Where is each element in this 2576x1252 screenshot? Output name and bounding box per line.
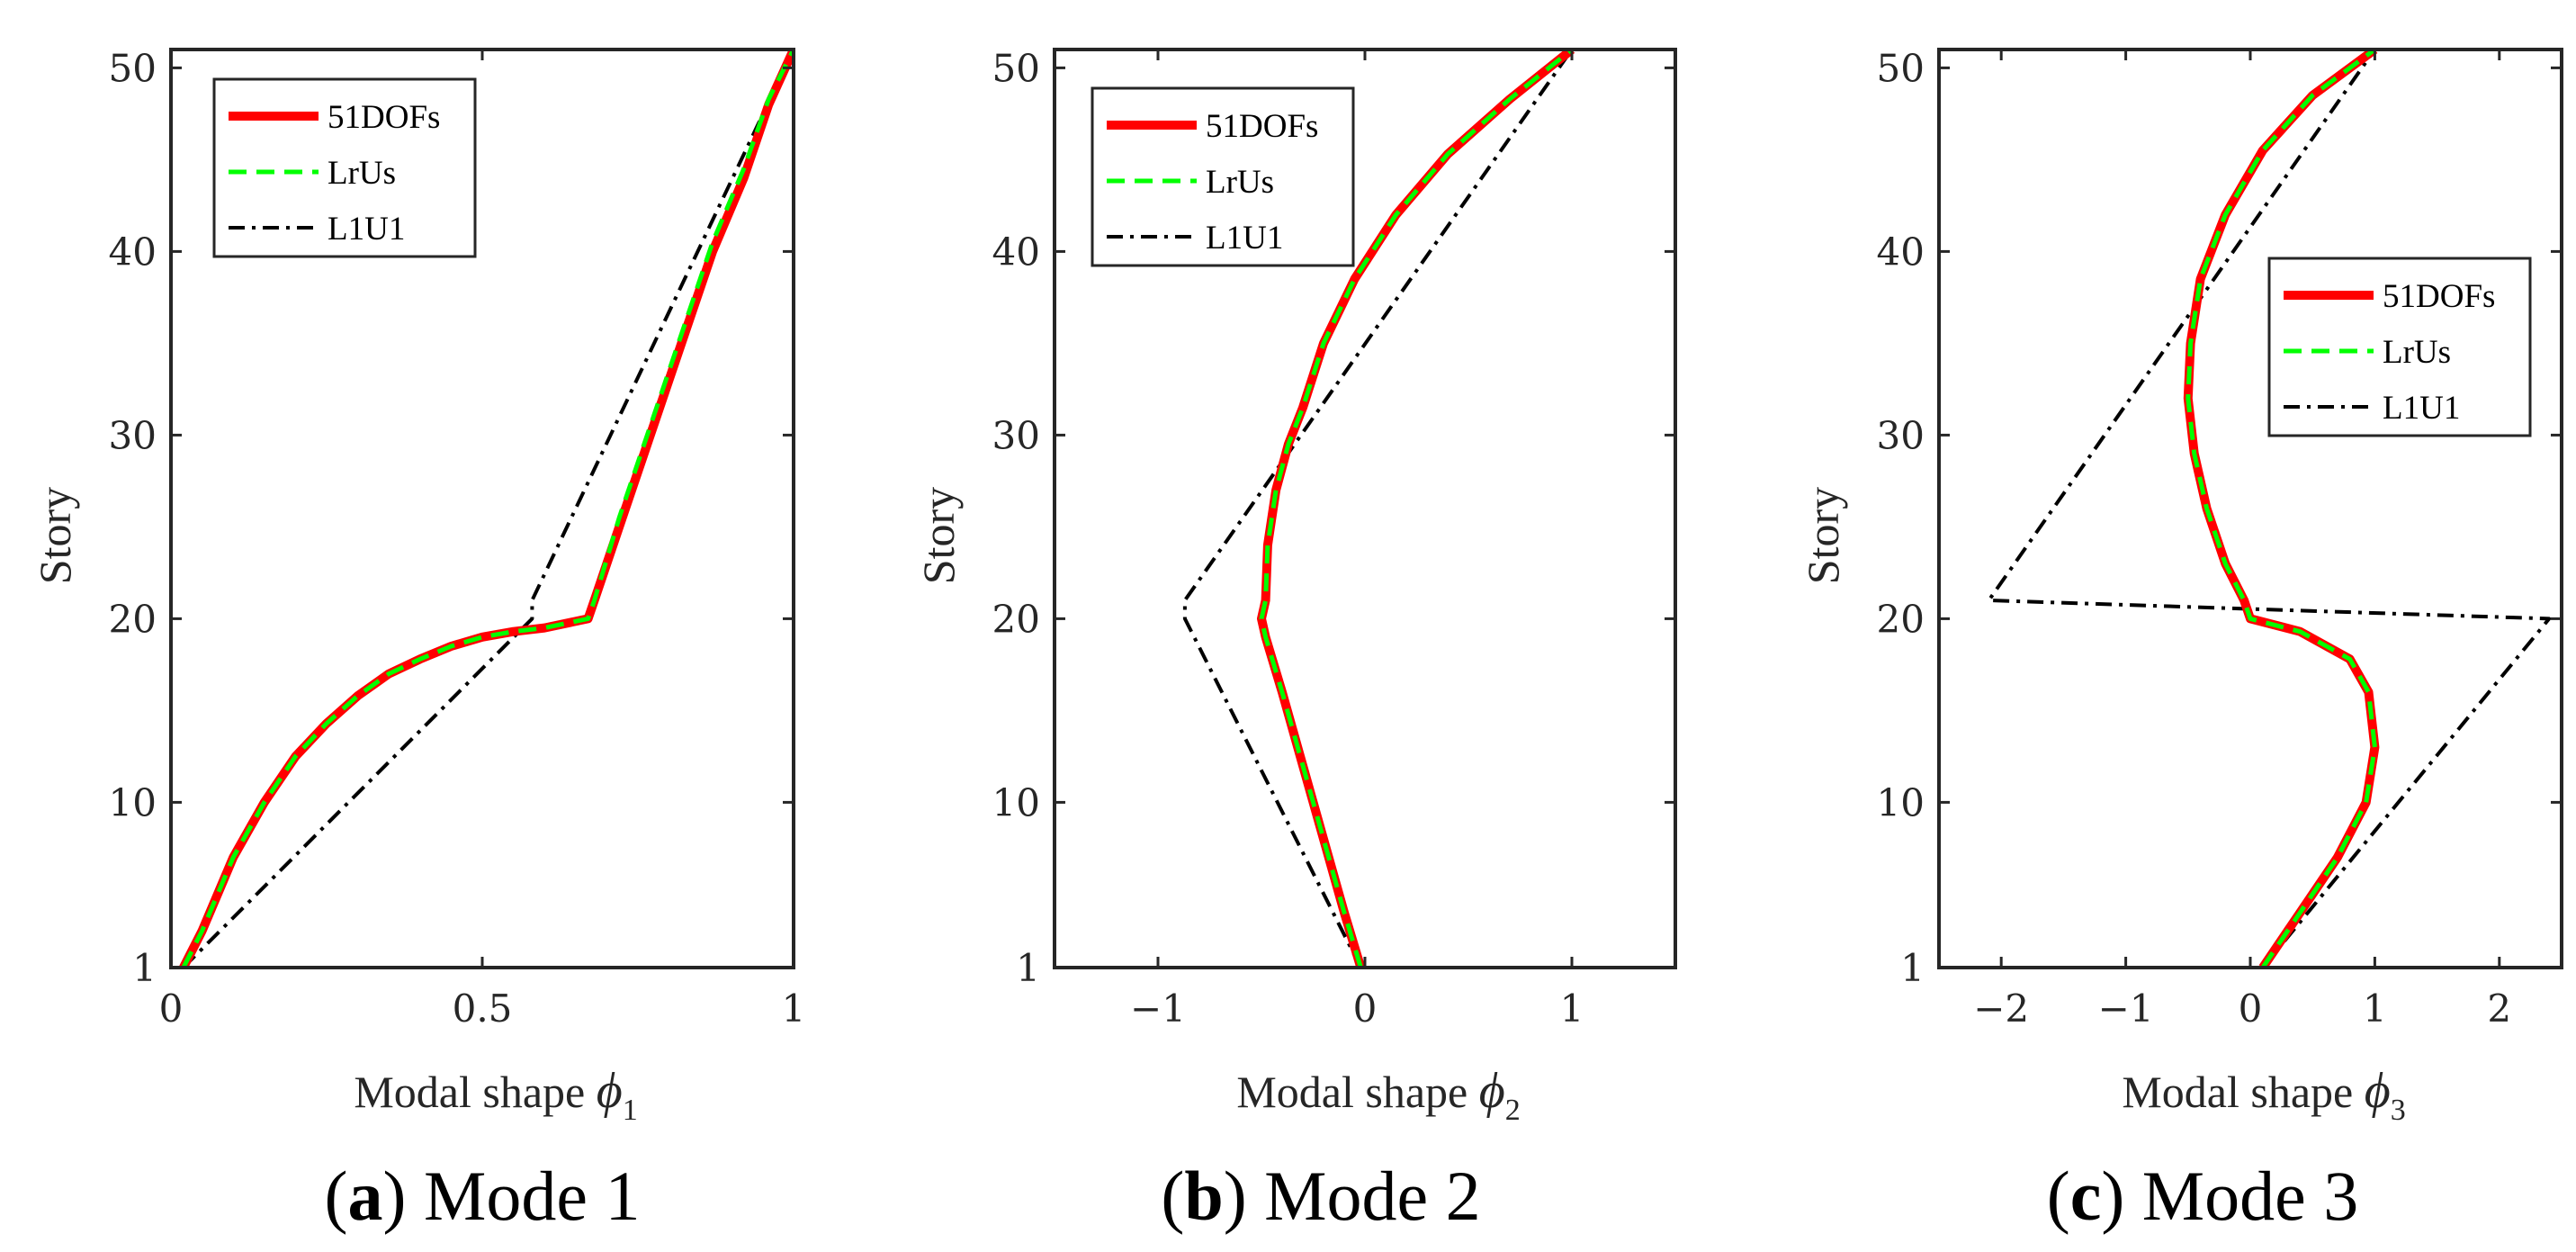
y-tick-label: 20 [992, 597, 1040, 641]
legend: 51DOFs LrUs L1U1 [2267, 257, 2532, 437]
y-tick-label: 40 [1877, 230, 1925, 274]
legend-label-lrus: LrUs [2383, 334, 2451, 371]
legend-box [212, 77, 477, 258]
legend-label-l1u1: L1U1 [1206, 220, 1283, 257]
legend: 51DOFs LrUs L1U1 [1091, 86, 1355, 267]
subfigure-caption: (a) Mode 1 [325, 1157, 641, 1235]
y-axis-label: Story [30, 487, 80, 584]
series-line-lrus [181, 50, 794, 968]
y-tick-label: 1 [1016, 946, 1040, 990]
x-axis-label: Modal shape ϕ2 [1236, 1063, 1520, 1127]
legend-label-lrus: LrUs [1206, 164, 1274, 201]
axes-box [1937, 48, 2563, 969]
x-tick-label: 1 [2363, 986, 2387, 1031]
y-tick-label: 50 [992, 46, 1040, 90]
series-line-l1u1 [1182, 50, 1574, 968]
y-tick-label: 30 [109, 413, 157, 457]
y-tick-label: 40 [109, 230, 157, 274]
x-tick-label: −1 [1130, 986, 1186, 1031]
y-tick-label: 10 [992, 780, 1040, 824]
subplot-b: −1 0 1 1 10 20 30 40 50 Story Modal shape ϕ2 51DOFs… [913, 46, 1677, 1235]
y-tick-label: 10 [109, 780, 157, 824]
x-tick-label: 0 [2239, 986, 2263, 1031]
legend-label-lrus: LrUs [328, 155, 396, 192]
x-tick-label: −1 [2098, 986, 2154, 1031]
y-tick-label: 30 [992, 413, 1040, 457]
x-tick-label: 0 [1353, 986, 1378, 1031]
legend-box [1091, 86, 1355, 267]
y-tick-label: 20 [109, 597, 157, 641]
y-tick-label: 40 [992, 230, 1040, 274]
subfigure-caption: (b) Mode 2 [1161, 1157, 1480, 1235]
x-axis-label: Modal shape ϕ1 [354, 1063, 637, 1127]
subplot-c: −2 −1 0 1 2 1 10 20 30 40 50 Story Modal shape ϕ3 51D… [1798, 46, 2563, 1235]
x-tick-label: 0 [159, 986, 184, 1031]
y-tick-label: 10 [1877, 780, 1925, 824]
series-line-l1u1 [182, 50, 794, 968]
subfigure-caption: (c) Mode 3 [2047, 1157, 2359, 1235]
series-line-lrus [1259, 50, 1574, 968]
legend-label-51dofs: 51DOFs [2383, 278, 2495, 315]
x-axis-label: Modal shape ϕ3 [2122, 1063, 2405, 1127]
y-tick-label: 30 [1877, 413, 1925, 457]
y-tick-label: 50 [1877, 46, 1925, 90]
y-axis-label: Story [913, 487, 964, 584]
y-tick-label: 20 [1877, 597, 1925, 641]
x-tick-label: 2 [2487, 986, 2511, 1031]
legend-label-51dofs: 51DOFs [328, 99, 440, 136]
x-tick-label: 0.5 [453, 986, 513, 1031]
y-tick-label: 1 [1900, 946, 1925, 990]
legend-box [2267, 257, 2532, 437]
y-axis-label: Story [1798, 487, 1848, 584]
subplot-a: 0 0.5 1 1 10 20 30 40 50 Story Modal shape ϕ1 51DOF… [30, 46, 805, 1235]
y-tick-label: 50 [109, 46, 157, 90]
series-line-51dofs [2183, 50, 2380, 968]
series-line-lrus [2186, 50, 2377, 968]
legend-label-51dofs: 51DOFs [1206, 108, 1318, 145]
legend: 51DOFs LrUs L1U1 [212, 77, 477, 258]
legend-label-l1u1: L1U1 [328, 211, 405, 248]
x-tick-label: 1 [782, 986, 806, 1031]
series-line-l1u1 [1987, 50, 2552, 968]
legend-label-l1u1: L1U1 [2383, 390, 2460, 427]
x-tick-label: 1 [1560, 986, 1584, 1031]
x-tick-label: −2 [1973, 986, 2029, 1031]
y-tick-label: 1 [132, 946, 157, 990]
